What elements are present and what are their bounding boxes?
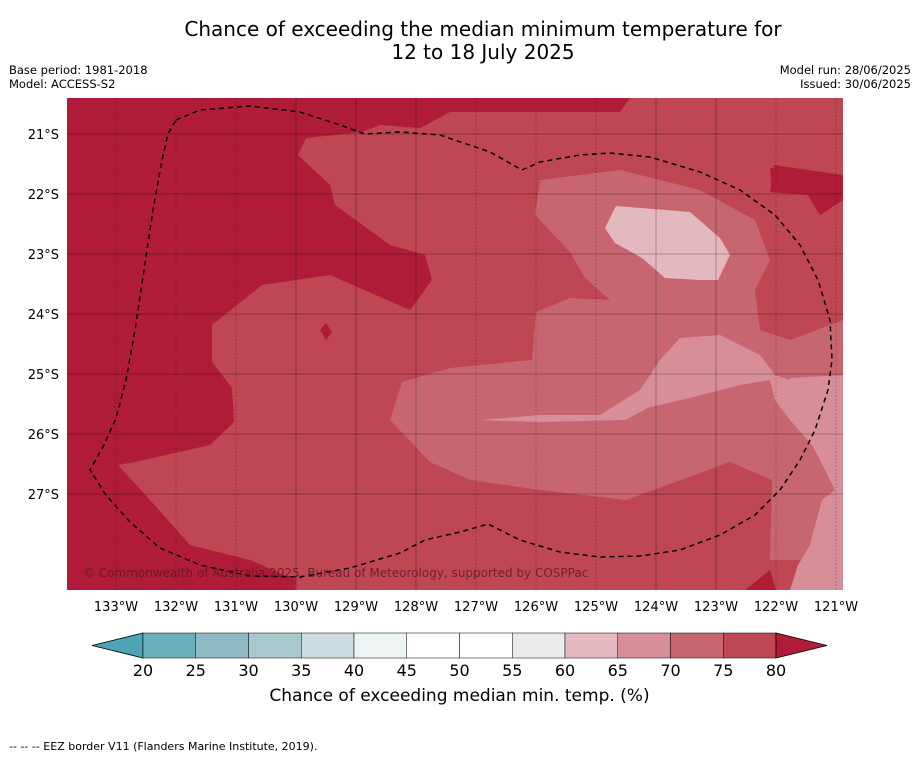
colorbar-tick-label: 35 bbox=[291, 661, 311, 680]
lon-label: 123°W bbox=[694, 600, 738, 615]
lon-label: 131°W bbox=[214, 600, 258, 615]
lon-label: 122°W bbox=[754, 600, 798, 615]
colorbar-under-arrow bbox=[91, 632, 144, 659]
colorbar-segment bbox=[670, 632, 724, 659]
lon-label: 128°W bbox=[394, 600, 438, 615]
colorbar-segment bbox=[617, 632, 671, 659]
colorbar-segment bbox=[301, 632, 355, 659]
colorbar-segment bbox=[723, 632, 777, 659]
band-80-patch bbox=[320, 323, 332, 340]
colorbar-tick-label: 30 bbox=[238, 661, 258, 680]
lat-label: 22°S bbox=[28, 188, 59, 203]
lon-label: 132°W bbox=[154, 600, 198, 615]
colorbar-segment bbox=[512, 632, 566, 659]
issued-date: Issued: 30/06/2025 bbox=[800, 77, 911, 91]
lon-label: 133°W bbox=[94, 600, 138, 615]
meta-left: Base period: 1981-2018 Model: ACCESS-S2 bbox=[9, 63, 148, 91]
model-name: Model: ACCESS-S2 bbox=[9, 77, 116, 91]
lon-label: 127°W bbox=[454, 600, 498, 615]
band-70-75 bbox=[390, 170, 843, 590]
colorbar-tick-label: 55 bbox=[502, 661, 522, 680]
lat-label: 27°S bbox=[28, 488, 59, 503]
title-line-2: 12 to 18 July 2025 bbox=[391, 40, 575, 64]
colorbar-tick-label: 50 bbox=[449, 661, 469, 680]
lon-label: 129°W bbox=[334, 600, 378, 615]
model-run: Model run: 28/06/2025 bbox=[779, 63, 911, 77]
colorbar-segment bbox=[195, 632, 249, 659]
colorbar-tick-label: 65 bbox=[608, 661, 628, 680]
lon-label: 130°W bbox=[274, 600, 318, 615]
lat-label: 25°S bbox=[28, 368, 59, 383]
copyright-text: © Commonwealth of Australia 2025, Bureau… bbox=[83, 566, 588, 580]
colorbar-segment bbox=[406, 632, 460, 659]
lon-label: 124°W bbox=[634, 600, 678, 615]
lat-axis: 21°S 22°S 23°S 24°S 25°S 26°S 27°S bbox=[28, 128, 59, 503]
colorbar-over-arrow bbox=[775, 632, 828, 659]
lon-label: 126°W bbox=[514, 600, 558, 615]
colorbar-tick-label: 80 bbox=[766, 661, 786, 680]
band-65-70-lower bbox=[790, 375, 843, 590]
lat-label: 21°S bbox=[28, 128, 59, 143]
band-60-65 bbox=[605, 206, 730, 280]
colorbar-tick-label: 60 bbox=[555, 661, 575, 680]
lon-label: 125°W bbox=[574, 600, 618, 615]
lat-label: 24°S bbox=[28, 308, 59, 323]
colorbar-label: Chance of exceeding median min. temp. (%… bbox=[269, 686, 650, 706]
lon-axis: 133°W 132°W 131°W 130°W 129°W 128°W 127°… bbox=[94, 600, 858, 615]
colorbar-tick-label: 20 bbox=[133, 661, 153, 680]
colorbar-segment bbox=[142, 632, 196, 659]
colorbar-tick-label: 25 bbox=[186, 661, 206, 680]
colorbar-tick-label: 70 bbox=[660, 661, 680, 680]
colorbar: 20 25 30 35 40 45 50 55 60 65 70 75 80 bbox=[91, 632, 828, 680]
colorbar-tick-label: 40 bbox=[344, 661, 364, 680]
lon-label: 121°W bbox=[814, 600, 858, 615]
colorbar-segment bbox=[564, 632, 618, 659]
title-line-1: Chance of exceeding the median minimum t… bbox=[184, 17, 782, 41]
band-80-patch-east bbox=[770, 168, 843, 215]
base-period: Base period: 1981-2018 bbox=[9, 63, 148, 77]
probability-field bbox=[67, 98, 843, 590]
forecast-map: © Commonwealth of Australia 2025, Bureau… bbox=[28, 98, 858, 680]
colorbar-segment bbox=[459, 632, 513, 659]
colorbar-segment bbox=[353, 632, 407, 659]
eez-footnote: -- -- -- EEZ border V11 (Flanders Marine… bbox=[9, 740, 318, 753]
colorbar-tick-label: 45 bbox=[397, 661, 417, 680]
map-title: Chance of exceeding the median minimum t… bbox=[0, 18, 919, 64]
lat-label: 26°S bbox=[28, 428, 59, 443]
colorbar-segment bbox=[248, 632, 302, 659]
lat-label: 23°S bbox=[28, 248, 59, 263]
meta-right: Model run: 28/06/2025 Issued: 30/06/2025 bbox=[780, 63, 911, 91]
eez-border bbox=[89, 105, 833, 578]
colorbar-tick-label: 75 bbox=[713, 661, 733, 680]
